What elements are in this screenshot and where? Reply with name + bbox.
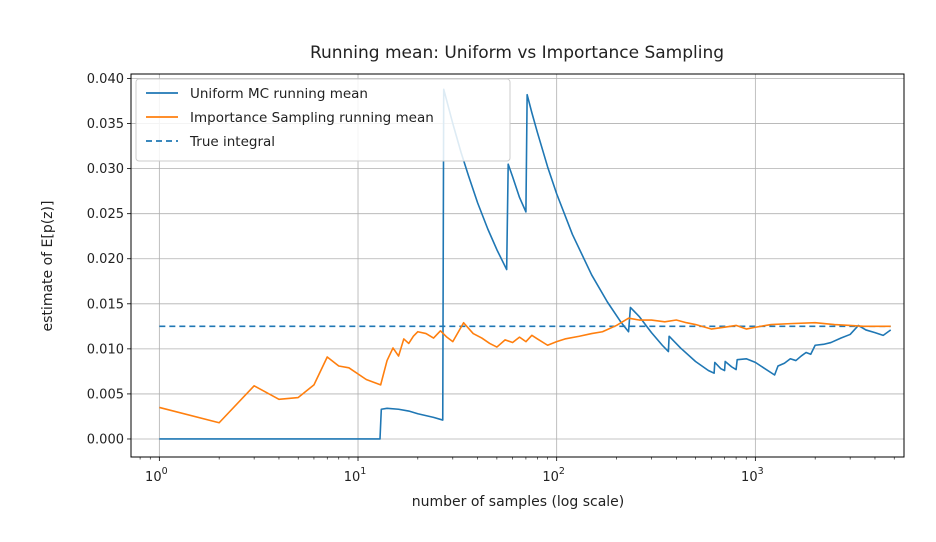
legend-uniform: Uniform MC running mean <box>146 86 368 102</box>
importance-sampling-line <box>159 317 891 424</box>
plot-frame <box>130 73 905 458</box>
x-tick-label: 103 <box>741 466 764 485</box>
legend-label: Uniform MC running mean <box>190 86 368 102</box>
y-tick-label: 0.005 <box>87 387 124 402</box>
x-tick-label: 101 <box>344 466 367 485</box>
y-tick-label: 0.030 <box>87 162 124 177</box>
x-axis: 100 101 102 103 <box>139 457 895 485</box>
legend: Uniform MC running mean Importance Sampli… <box>135 78 511 162</box>
legend-importance: Importance Sampling running mean <box>146 110 434 126</box>
x-tick-label: 102 <box>542 466 565 485</box>
legend-label: Importance Sampling running mean <box>190 110 434 126</box>
y-tick-label: 0.040 <box>87 72 124 87</box>
y-axis: 0.000 0.005 0.010 0.015 0.020 0.025 0.030 0.035… <box>87 72 131 447</box>
y-axis-label: estimate of E[p(z)] <box>40 201 56 332</box>
x-axis-label: number of samples (log scale) <box>412 494 624 510</box>
y-tick-label: 0.035 <box>87 117 124 132</box>
legend-box <box>135 78 511 162</box>
y-tick-label: 0.020 <box>87 252 124 267</box>
y-tick-label: 0.000 <box>87 432 124 447</box>
y-tick-label: 0.010 <box>87 342 124 357</box>
x-tick-label: 100 <box>145 466 168 485</box>
y-tick-label: 0.025 <box>87 207 124 222</box>
legend-true-integral: True integral <box>146 134 275 150</box>
legend-label: True integral <box>189 134 275 150</box>
chart-title: Running mean: Uniform vs Importance Samp… <box>310 43 724 63</box>
y-tick-label: 0.015 <box>87 297 124 312</box>
